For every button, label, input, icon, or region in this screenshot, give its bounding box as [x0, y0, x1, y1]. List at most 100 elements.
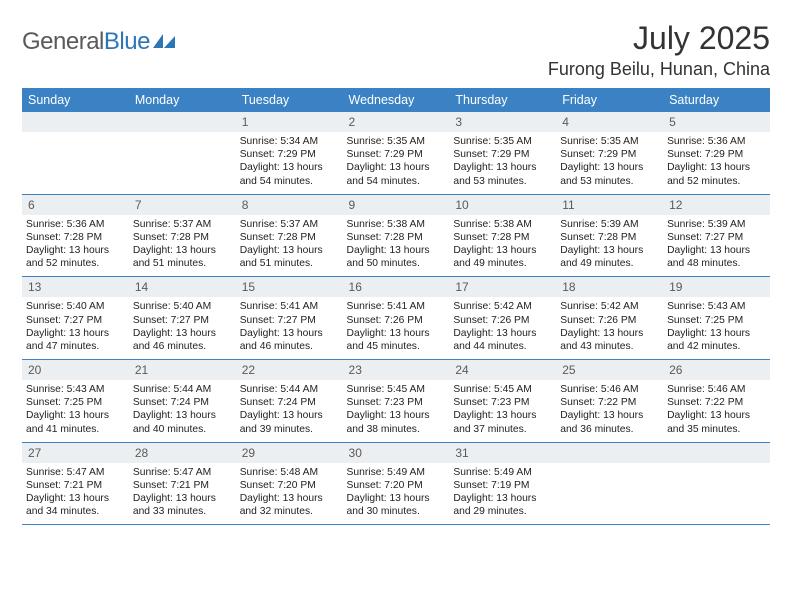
day-number: 5 [663, 112, 770, 132]
calendar-day-cell: 23Sunrise: 5:45 AMSunset: 7:23 PMDayligh… [343, 360, 450, 443]
day-details: Sunrise: 5:35 AMSunset: 7:29 PMDaylight:… [449, 132, 556, 194]
calendar-day-cell: 10Sunrise: 5:38 AMSunset: 7:28 PMDayligh… [449, 194, 556, 277]
calendar-day-cell: 25Sunrise: 5:46 AMSunset: 7:22 PMDayligh… [556, 360, 663, 443]
day-number: 11 [556, 195, 663, 215]
calendar-day-cell: 26Sunrise: 5:46 AMSunset: 7:22 PMDayligh… [663, 360, 770, 443]
calendar-day-cell: 28Sunrise: 5:47 AMSunset: 7:21 PMDayligh… [129, 442, 236, 525]
brand-logo: GeneralBlue [22, 20, 175, 56]
day-details [22, 132, 129, 188]
day-number: 26 [663, 360, 770, 380]
calendar-day-cell [22, 112, 129, 194]
day-details: Sunrise: 5:47 AMSunset: 7:21 PMDaylight:… [22, 463, 129, 525]
calendar-day-cell: 24Sunrise: 5:45 AMSunset: 7:23 PMDayligh… [449, 360, 556, 443]
day-details: Sunrise: 5:37 AMSunset: 7:28 PMDaylight:… [236, 215, 343, 277]
day-details: Sunrise: 5:36 AMSunset: 7:29 PMDaylight:… [663, 132, 770, 194]
calendar-day-cell: 21Sunrise: 5:44 AMSunset: 7:24 PMDayligh… [129, 360, 236, 443]
calendar-day-cell: 9Sunrise: 5:38 AMSunset: 7:28 PMDaylight… [343, 194, 450, 277]
calendar-day-cell: 29Sunrise: 5:48 AMSunset: 7:20 PMDayligh… [236, 442, 343, 525]
day-details: Sunrise: 5:48 AMSunset: 7:20 PMDaylight:… [236, 463, 343, 525]
calendar-day-cell: 8Sunrise: 5:37 AMSunset: 7:28 PMDaylight… [236, 194, 343, 277]
day-details: Sunrise: 5:39 AMSunset: 7:28 PMDaylight:… [556, 215, 663, 277]
calendar-day-cell [556, 442, 663, 525]
weekday-header: Thursday [449, 88, 556, 112]
day-details: Sunrise: 5:36 AMSunset: 7:28 PMDaylight:… [22, 215, 129, 277]
day-details [556, 463, 663, 519]
day-number: 13 [22, 277, 129, 297]
weekday-header-row: Sunday Monday Tuesday Wednesday Thursday… [22, 88, 770, 112]
day-details [663, 463, 770, 519]
day-number: 24 [449, 360, 556, 380]
day-number: 28 [129, 443, 236, 463]
day-number: 2 [343, 112, 450, 132]
day-number: 30 [343, 443, 450, 463]
calendar-day-cell: 16Sunrise: 5:41 AMSunset: 7:26 PMDayligh… [343, 277, 450, 360]
brand-sail-icon [153, 34, 175, 50]
day-details: Sunrise: 5:42 AMSunset: 7:26 PMDaylight:… [449, 297, 556, 359]
day-number: 17 [449, 277, 556, 297]
calendar-week-row: 13Sunrise: 5:40 AMSunset: 7:27 PMDayligh… [22, 277, 770, 360]
day-details: Sunrise: 5:49 AMSunset: 7:20 PMDaylight:… [343, 463, 450, 525]
day-number: 6 [22, 195, 129, 215]
calendar-grid: Sunday Monday Tuesday Wednesday Thursday… [22, 88, 770, 525]
calendar-day-cell: 22Sunrise: 5:44 AMSunset: 7:24 PMDayligh… [236, 360, 343, 443]
calendar-day-cell: 18Sunrise: 5:42 AMSunset: 7:26 PMDayligh… [556, 277, 663, 360]
calendar-week-row: 1Sunrise: 5:34 AMSunset: 7:29 PMDaylight… [22, 112, 770, 194]
calendar-day-cell: 11Sunrise: 5:39 AMSunset: 7:28 PMDayligh… [556, 194, 663, 277]
day-number: 29 [236, 443, 343, 463]
brand-name-a: General [22, 28, 104, 55]
day-number [22, 112, 129, 132]
day-number [556, 443, 663, 463]
weekday-header: Monday [129, 88, 236, 112]
day-number [129, 112, 236, 132]
day-details: Sunrise: 5:34 AMSunset: 7:29 PMDaylight:… [236, 132, 343, 194]
calendar-day-cell: 2Sunrise: 5:35 AMSunset: 7:29 PMDaylight… [343, 112, 450, 194]
calendar-week-row: 6Sunrise: 5:36 AMSunset: 7:28 PMDaylight… [22, 194, 770, 277]
day-number: 18 [556, 277, 663, 297]
day-details: Sunrise: 5:40 AMSunset: 7:27 PMDaylight:… [129, 297, 236, 359]
day-details: Sunrise: 5:46 AMSunset: 7:22 PMDaylight:… [556, 380, 663, 442]
calendar-day-cell: 7Sunrise: 5:37 AMSunset: 7:28 PMDaylight… [129, 194, 236, 277]
day-number: 14 [129, 277, 236, 297]
calendar-day-cell [129, 112, 236, 194]
day-number: 7 [129, 195, 236, 215]
day-details: Sunrise: 5:46 AMSunset: 7:22 PMDaylight:… [663, 380, 770, 442]
calendar-day-cell [663, 442, 770, 525]
day-number: 9 [343, 195, 450, 215]
brand-name-b: Blue [104, 28, 150, 55]
calendar-day-cell: 14Sunrise: 5:40 AMSunset: 7:27 PMDayligh… [129, 277, 236, 360]
day-number: 27 [22, 443, 129, 463]
day-number: 31 [449, 443, 556, 463]
day-number: 23 [343, 360, 450, 380]
day-details: Sunrise: 5:45 AMSunset: 7:23 PMDaylight:… [449, 380, 556, 442]
day-number: 4 [556, 112, 663, 132]
day-details: Sunrise: 5:38 AMSunset: 7:28 PMDaylight:… [449, 215, 556, 277]
day-number: 19 [663, 277, 770, 297]
calendar-day-cell: 19Sunrise: 5:43 AMSunset: 7:25 PMDayligh… [663, 277, 770, 360]
day-number: 22 [236, 360, 343, 380]
calendar-day-cell: 5Sunrise: 5:36 AMSunset: 7:29 PMDaylight… [663, 112, 770, 194]
weekday-header: Tuesday [236, 88, 343, 112]
calendar-day-cell: 15Sunrise: 5:41 AMSunset: 7:27 PMDayligh… [236, 277, 343, 360]
weekday-header: Friday [556, 88, 663, 112]
calendar-week-row: 27Sunrise: 5:47 AMSunset: 7:21 PMDayligh… [22, 442, 770, 525]
calendar-day-cell: 3Sunrise: 5:35 AMSunset: 7:29 PMDaylight… [449, 112, 556, 194]
day-details: Sunrise: 5:35 AMSunset: 7:29 PMDaylight:… [343, 132, 450, 194]
page-header: GeneralBlue July 2025 Furong Beilu, Huna… [22, 20, 770, 80]
day-details: Sunrise: 5:42 AMSunset: 7:26 PMDaylight:… [556, 297, 663, 359]
calendar-page: GeneralBlue July 2025 Furong Beilu, Huna… [0, 0, 792, 535]
title-block: July 2025 Furong Beilu, Hunan, China [548, 20, 770, 80]
calendar-day-cell: 4Sunrise: 5:35 AMSunset: 7:29 PMDaylight… [556, 112, 663, 194]
day-number: 12 [663, 195, 770, 215]
day-number: 25 [556, 360, 663, 380]
day-number: 10 [449, 195, 556, 215]
day-details: Sunrise: 5:44 AMSunset: 7:24 PMDaylight:… [236, 380, 343, 442]
weekday-header: Sunday [22, 88, 129, 112]
calendar-day-cell: 6Sunrise: 5:36 AMSunset: 7:28 PMDaylight… [22, 194, 129, 277]
day-number [663, 443, 770, 463]
day-details: Sunrise: 5:41 AMSunset: 7:27 PMDaylight:… [236, 297, 343, 359]
weekday-header: Wednesday [343, 88, 450, 112]
day-number: 21 [129, 360, 236, 380]
calendar-day-cell: 27Sunrise: 5:47 AMSunset: 7:21 PMDayligh… [22, 442, 129, 525]
day-number: 8 [236, 195, 343, 215]
day-number: 16 [343, 277, 450, 297]
